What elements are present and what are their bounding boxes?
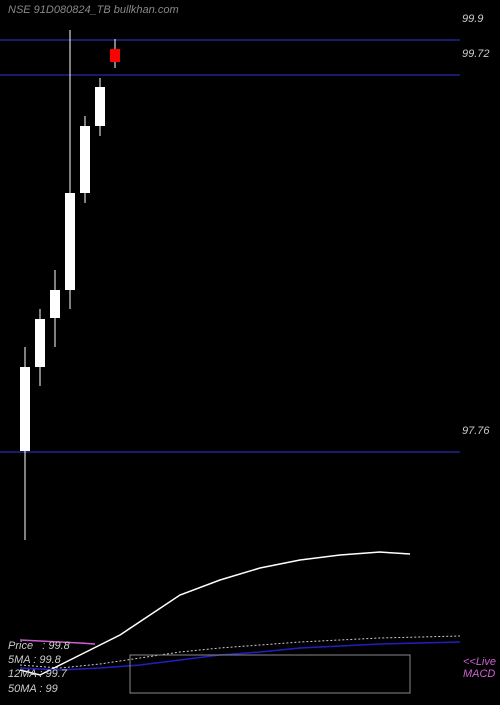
macd-live-label: <<Live MACD bbox=[463, 656, 496, 680]
resistance-line bbox=[0, 451, 460, 453]
chart-container: NSE 91D080824_TB bullkhan.com Price : 99… bbox=[0, 0, 500, 700]
candlestick bbox=[50, 270, 60, 347]
candlestick bbox=[20, 347, 30, 540]
indicator-svg bbox=[0, 540, 500, 700]
stat-price: Price : 99.8 bbox=[8, 639, 70, 653]
stat-12ma: 12MA : 99.7 bbox=[8, 667, 70, 681]
stat-50ma: 50MA : 99 bbox=[8, 682, 70, 696]
candlestick bbox=[95, 78, 105, 136]
chart-title: NSE 91D080824_TB bullkhan.com bbox=[8, 4, 179, 16]
price-level-label: 99.72 bbox=[462, 48, 498, 60]
price-level-label: 97.76 bbox=[462, 425, 498, 437]
candlestick bbox=[65, 30, 75, 309]
candlestick bbox=[35, 309, 45, 386]
main-candlestick-chart bbox=[0, 20, 460, 540]
indicator-line-signal bbox=[20, 552, 410, 675]
stat-5ma: 5MA : 99.8 bbox=[8, 653, 70, 667]
candlestick bbox=[80, 116, 90, 203]
price-stats: Price : 99.8 5MA : 99.8 12MA : 99.7 50MA… bbox=[8, 639, 70, 696]
macd-indicator-panel bbox=[0, 540, 500, 700]
candlestick bbox=[110, 39, 120, 68]
price-level-label: 99.9 bbox=[462, 13, 498, 25]
